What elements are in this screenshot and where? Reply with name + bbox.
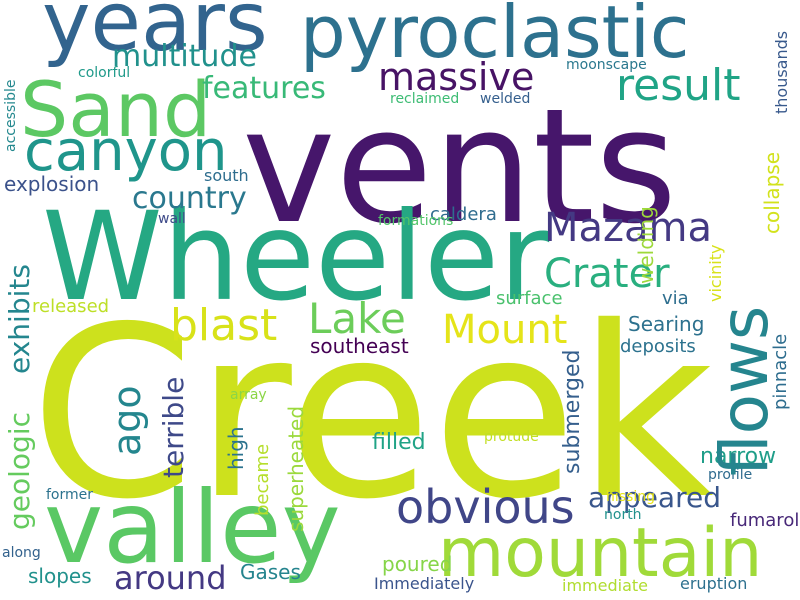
word-wheeler: Wheeler <box>42 186 550 328</box>
word-multitude: multitude <box>112 39 257 74</box>
word-submerged: submerged <box>560 349 585 474</box>
word-sand: Sand <box>20 65 212 154</box>
word-profile: profile <box>708 467 753 483</box>
word-years: years <box>42 0 268 70</box>
word-immediate: immediate <box>562 576 648 595</box>
word-superheated: superheated <box>284 405 308 532</box>
word-result: result <box>616 60 741 111</box>
word-mountain: mountain <box>438 514 763 593</box>
word-ago: ago <box>105 385 149 456</box>
word-obvious: obvious <box>396 480 575 534</box>
word-eruption: eruption <box>680 574 748 593</box>
word-thousands: vicinity <box>706 244 725 302</box>
word-exhibits: exhibits <box>3 264 36 374</box>
word-filled: filled <box>372 430 426 455</box>
word-narrow: narrow <box>700 444 777 469</box>
word-mount: Mount <box>442 307 568 353</box>
word-accessible: thousands <box>772 30 791 114</box>
word-blast: blast <box>170 300 278 351</box>
word-explosion: explosion <box>4 172 100 196</box>
word-features: features <box>202 71 326 106</box>
word-hissing: hissing <box>606 489 655 505</box>
word-former: former <box>46 487 94 503</box>
word-poured: slopes <box>28 564 92 588</box>
word-mazama: Mazama <box>544 205 713 251</box>
word-appeared: appeared <box>588 481 721 514</box>
word-rock: poured <box>382 552 453 576</box>
word-canyon: canyon <box>24 119 228 184</box>
word-caldera: caldera <box>430 204 497 225</box>
word-slopes: Gases <box>240 560 301 584</box>
word-array: array <box>230 387 267 403</box>
word-welding: welding <box>634 206 658 284</box>
word-vents: vents <box>242 75 678 259</box>
word-geologic: geologic <box>3 412 36 530</box>
word-moonscape: colorful <box>78 65 131 81</box>
word-wall: formations <box>378 213 454 229</box>
word-surface: surface <box>496 288 563 309</box>
word-protude: protude <box>484 429 539 445</box>
word-formations: accessible <box>3 79 19 152</box>
word-colorful: south <box>204 166 249 185</box>
word-along: along <box>2 545 41 561</box>
word-terrible: terrible <box>157 376 190 478</box>
word-collapse: collapse <box>760 151 784 234</box>
word-fumaroles: welded <box>480 91 531 107</box>
word-south: wall <box>158 211 186 227</box>
word-vicinity: pinnacle <box>770 333 791 410</box>
word-deposits: deposits <box>620 336 696 357</box>
word-high: high <box>224 426 248 470</box>
word-welded: reclaimed <box>390 91 460 107</box>
word-country: country <box>132 181 247 216</box>
word-crater: Crater <box>544 251 670 297</box>
word-around: around <box>114 559 227 597</box>
word-north: north <box>604 507 642 523</box>
word-valley: valley <box>44 469 341 586</box>
word-flows: flows <box>706 305 783 476</box>
word-reclaimed: moonscape <box>566 57 647 73</box>
word-released: released <box>32 296 110 317</box>
word-gases: fumaroles <box>730 510 800 531</box>
word-searing: Searing <box>628 312 705 336</box>
word-immediately: Immediately <box>374 574 475 593</box>
word-pyroclastic: pyroclastic <box>300 0 690 74</box>
word-lake: Lake <box>308 294 406 343</box>
word-creek: Creek <box>30 276 714 551</box>
word-massive: massive <box>378 55 535 99</box>
word-became: became <box>252 443 273 516</box>
word-southeast: southeast <box>310 334 409 358</box>
word-via: via <box>662 288 689 309</box>
